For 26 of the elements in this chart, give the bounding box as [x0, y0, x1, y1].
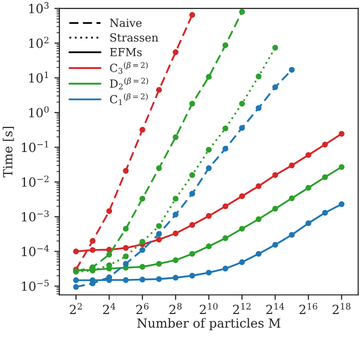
- legend-label: EFMs: [110, 48, 142, 56]
- y-tick-label: 10$^{2}$: [29, 36, 48, 48]
- x-tick-label: 2$^{6}$: [136, 302, 148, 314]
- y-tick-label: 10$^{−1}$: [22, 140, 48, 152]
- legend-label: C$_{3}$$^{(β=2)}$: [110, 62, 148, 74]
- y-tick-label: 10$^{0}$: [29, 106, 49, 118]
- x-tick-label: 2$^{8}$: [169, 302, 182, 314]
- y-tick-label: 10$^{3}$: [29, 2, 49, 14]
- y-tick-label: 10$^{−5}$: [22, 280, 49, 291]
- x-tick-label: 2$^{4}$: [103, 302, 116, 314]
- legend-label: D$_{2}$$^{(β=2)}$: [110, 78, 148, 90]
- legend-label: Strassen: [110, 33, 158, 42]
- y-tick-label: 10$^{1}$: [29, 71, 48, 83]
- y-tick-label: 10$^{−3}$: [22, 210, 49, 222]
- y-tick-label: 10$^{−4}$: [22, 245, 49, 256]
- x-tick-label: 2$^{12}$: [233, 302, 251, 314]
- x-tick-label: 2$^{14}$: [266, 302, 284, 314]
- y-tick-label: 10$^{−2}$: [22, 176, 48, 187]
- legend-label: C$_{1}$$^{(β=2)}$: [110, 93, 148, 105]
- x-axis-title: Number of particles M: [137, 318, 280, 330]
- x-tick-label: 2$^{10}$: [200, 302, 218, 314]
- legend-label: Naive: [110, 18, 142, 28]
- x-tick-label: 2$^{18}$: [332, 302, 350, 314]
- x-tick-label: 2$^{2}$: [70, 302, 82, 314]
- x-tick-label: 2$^{16}$: [299, 302, 318, 314]
- y-axis-title: Time [s]: [2, 126, 14, 178]
